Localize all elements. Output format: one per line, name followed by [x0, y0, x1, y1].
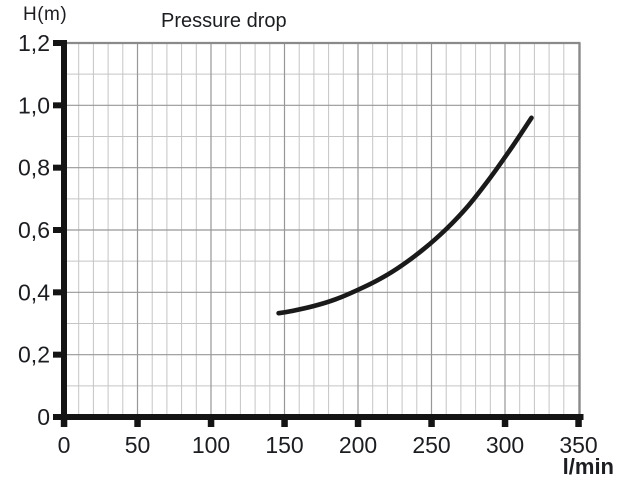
y-tick-label: 0,4 — [18, 279, 50, 305]
y-tick-label: 0,2 — [18, 342, 50, 368]
y-tick — [53, 102, 61, 109]
y-tick — [53, 289, 61, 296]
x-tick — [575, 420, 582, 427]
x-tick-label: 50 — [125, 432, 151, 458]
x-tick — [428, 420, 435, 427]
y-tick-label: 1,0 — [18, 92, 50, 118]
y-tick-label: 0,8 — [18, 155, 50, 181]
y-tick-label: 0,6 — [18, 217, 50, 243]
y-tick — [53, 351, 61, 358]
x-axis-line — [58, 414, 584, 420]
y-tick-label: 1,2 — [18, 30, 50, 56]
x-tick — [354, 420, 362, 427]
y-axis-title: H(m) — [23, 4, 68, 25]
y-tick — [53, 164, 61, 171]
chart-title: Pressure drop — [161, 10, 287, 32]
x-axis-title: l/min — [562, 454, 614, 479]
y-tick-label: 0 — [37, 404, 50, 430]
x-tick-label: 350 — [559, 432, 597, 458]
y-tick — [53, 414, 61, 420]
x-tick-label: 0 — [58, 432, 71, 458]
x-tick — [134, 420, 141, 427]
x-tick-label: 150 — [265, 432, 303, 458]
y-tick — [53, 40, 61, 46]
pressure-drop-curve — [276, 115, 534, 316]
x-tick-label: 300 — [486, 432, 524, 458]
x-tick-label: 250 — [412, 432, 450, 458]
x-tick — [281, 420, 288, 427]
x-tick-label: 100 — [192, 432, 230, 458]
y-axis-line — [61, 40, 67, 420]
y-tick — [53, 227, 61, 233]
x-tick — [60, 420, 68, 427]
x-tick — [207, 420, 215, 427]
x-tick-label: 200 — [339, 432, 377, 458]
x-tick — [501, 420, 509, 427]
